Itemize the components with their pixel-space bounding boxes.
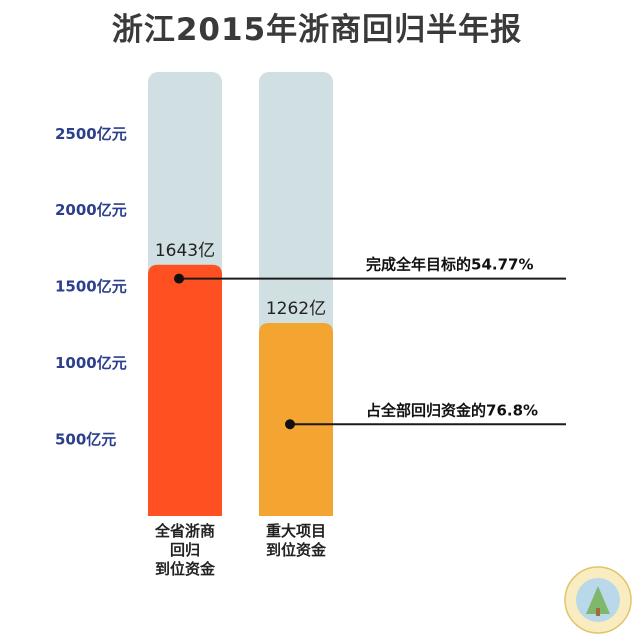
bar-value-label: 1262亿	[266, 299, 326, 319]
y-tick-label: 2500亿元	[55, 125, 127, 143]
category-label: 到位资金	[266, 541, 327, 559]
category-label: 重大项目	[266, 522, 326, 540]
category-label: 回归	[170, 541, 200, 559]
annotation-dot	[174, 273, 184, 284]
category-label: 全省浙商	[154, 522, 215, 540]
bar	[259, 323, 333, 516]
tree-trunk-icon	[596, 608, 600, 616]
bar	[148, 264, 222, 516]
annotation-dot	[285, 419, 295, 430]
annotation-label: 完成全年目标的54.77%	[366, 256, 533, 274]
y-tick-label: 1000亿元	[55, 354, 127, 372]
y-tick-label: 1500亿元	[55, 278, 127, 296]
category-label: 到位资金	[155, 560, 216, 578]
annotation-label: 占全部回归资金的76.8%	[366, 401, 538, 419]
y-tick-label: 500亿元	[55, 431, 116, 449]
chart-title: 浙江2015年浙商回归半年报	[111, 12, 523, 48]
bar-value-label: 1643亿	[155, 241, 215, 261]
y-tick-label: 2000亿元	[55, 201, 127, 219]
tree-icon	[586, 586, 610, 614]
